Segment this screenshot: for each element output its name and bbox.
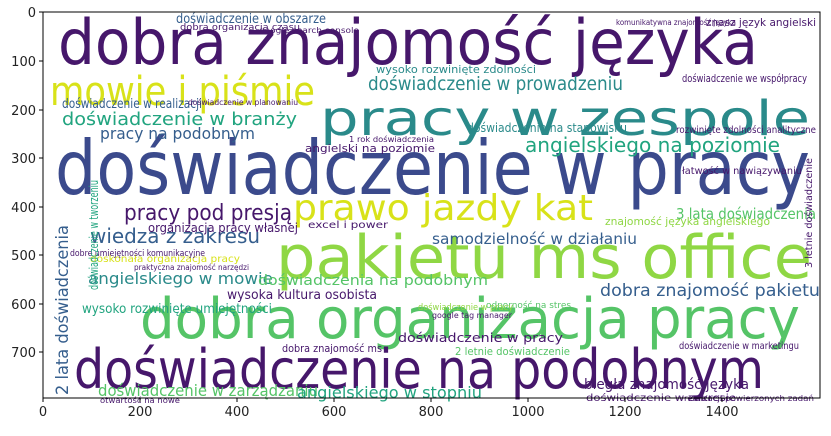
y-tick-label: 600 (11, 298, 36, 313)
x-tick: 1000 (511, 398, 545, 420)
x-tick: 200 (128, 398, 153, 420)
y-tick: 700 (11, 346, 43, 361)
cloud-word: samodzielność w działaniu (432, 230, 637, 248)
cloud-word: doświadczenia na podobnym (258, 273, 488, 289)
cloud-word: rozwinięte zdolności analityczne (676, 124, 816, 136)
cloud-word: doświadczenie w zarządzaniu (98, 381, 318, 400)
y-tick-label: 200 (11, 104, 36, 119)
x-tick-label: 600 (322, 405, 347, 420)
y-tick: 300 (11, 152, 43, 167)
x-tick: 400 (225, 398, 250, 420)
cloud-word: google search console (259, 26, 359, 35)
cloud-word: doskonała organizacja pracy (90, 254, 240, 265)
y-tick: 200 (11, 104, 43, 119)
cloud-word: 1 rok doświadczenia (349, 134, 434, 144)
x-axis: 0 200 400 600 800 1000 1200 1400 (39, 398, 739, 420)
cloud-word: pracy w zespole (320, 91, 810, 147)
x-tick-label: 200 (128, 405, 153, 420)
cloud-word: doświadczenie w pracy (55, 124, 810, 212)
cloud-word: dobre umiejętności komunikacyjne (70, 248, 205, 259)
y-tick: 500 (11, 249, 43, 264)
cloud-word: doświadczenie na stanowisku (467, 121, 627, 135)
cloud-word: dobra organizacja czasu (180, 23, 300, 33)
cloud-word: mowie i piśmie (50, 69, 315, 115)
cloud-word: doświadczenie we współpracy (682, 72, 807, 85)
x-tick: 600 (322, 398, 347, 420)
x-tick: 0 (39, 398, 47, 420)
cloud-word: 2 lata doświadczenia (53, 225, 73, 395)
cloud-word: 3 letnie doświadczenie (803, 158, 815, 268)
cloud-word: angielskiego w stopniu (297, 383, 482, 402)
cloud-word: dobra znajomość ms (282, 342, 382, 355)
x-tick-label: 0 (39, 405, 47, 420)
y-tick: 600 (11, 298, 43, 313)
cloud-word: komunikatywna znajomość języka (616, 17, 736, 27)
cloud-word: doświadczenie w planowaniu (188, 97, 298, 107)
cloud-word: praktyczna znajomość narzędzi (134, 262, 249, 272)
cloud-word: znajomość języka angielskiego (605, 215, 770, 228)
cloud-word: doświadczenie w tworzeniu (87, 180, 101, 290)
cloud-word: wysoko rozwinięte zdolności (376, 63, 536, 76)
cloud-word: 2 letnie doświadczenie (455, 345, 570, 358)
cloud-word: doświadczenie w pracy (418, 302, 514, 313)
cloud-word: pakietu ms office (276, 223, 812, 293)
cloud-word: doświadczenie w realizacji (62, 97, 202, 112)
cloud-word: łatwość w nawiązywaniu (682, 165, 802, 177)
cloud-word: znasz język angielski (706, 16, 816, 29)
cloud-word: doświadczenie w marketingu (679, 340, 799, 352)
y-tick-label: 300 (11, 152, 36, 167)
cloud-word: dobra organizacja pracy (140, 287, 800, 352)
cloud-word: wysoka kultura osobista (227, 288, 377, 303)
cloud-word: odporność na stres (486, 300, 571, 311)
y-tick-label: 400 (11, 201, 36, 216)
y-tick: 0 (28, 6, 43, 21)
cloud-word: angielskiego na poziomie (525, 133, 780, 157)
y-tick-label: 700 (11, 346, 36, 361)
cloud-word: doświadczenie w obszarze (176, 12, 326, 27)
y-tick-label: 500 (11, 249, 36, 264)
cloud-word: angielskiego w mowie (88, 269, 273, 288)
x-tick: 1400 (705, 398, 739, 420)
x-tick-label: 1200 (608, 405, 641, 420)
cloud-word: wysoko rozwinięte umiejętności (82, 302, 272, 317)
y-tick-label: 100 (11, 55, 36, 70)
cloud-word: prawo jazdy kat (293, 188, 593, 229)
x-tick-label: 800 (419, 405, 444, 420)
cloud-word: google tag manager (432, 311, 513, 320)
y-tick: 400 (11, 201, 43, 216)
x-tick: 1200 (608, 398, 642, 420)
y-tick: 100 (11, 55, 43, 70)
cloud-word: organizacja pracy własnej (148, 221, 298, 235)
cloud-word: pracy pod presją (124, 201, 292, 226)
x-tick-label: 1400 (705, 405, 738, 420)
x-tick: 800 (419, 398, 444, 420)
cloud-word: excel i power (308, 220, 389, 231)
x-tick-label: 400 (225, 405, 250, 420)
x-tick-label: 1000 (511, 405, 544, 420)
cloud-word: dobra znajomość pakietu (600, 281, 820, 301)
cloud-word: doświadczenie w branży (62, 109, 297, 130)
cloud-word: biegła znajomość języka (584, 377, 749, 393)
cloud-word: dobra znajomość języka (58, 6, 758, 79)
y-axis: 0 100 200 300 400 500 600 700 (11, 6, 43, 361)
cloud-word: wiedza z zakresu (90, 224, 260, 248)
cloud-word: pracy na podobnym (100, 124, 255, 143)
cloud-word: doświadczenie w pracy (398, 331, 563, 345)
cloud-word: angielski na poziomie (305, 142, 435, 155)
y-tick-label: 0 (28, 6, 36, 21)
cloud-word: doświadczenie na podobnym (74, 338, 764, 401)
cloud-word: doświadczenie w prowadzeniu (368, 73, 623, 95)
cloud-word: 3 lata doświadczenia (676, 205, 816, 223)
